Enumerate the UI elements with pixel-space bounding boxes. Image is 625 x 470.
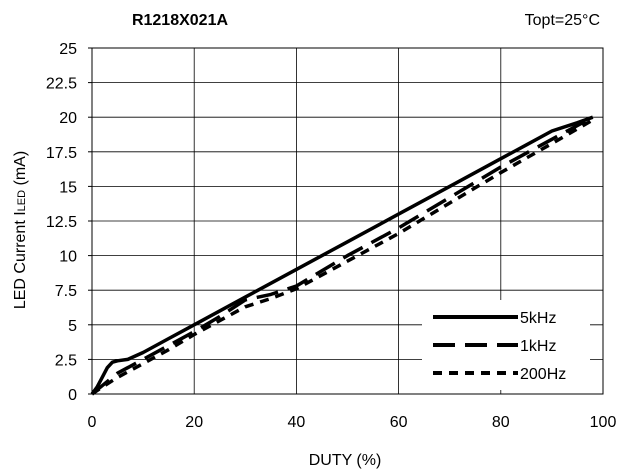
x-tick-label: 100 (590, 414, 617, 431)
y-tick-label: 25 (59, 41, 77, 58)
plot-area-frame (91, 47, 604, 395)
x-tick-labels: 0 20 40 60 80 100 (88, 414, 617, 431)
series-layer (90, 115, 594, 396)
series-line-5khz (90, 115, 594, 396)
y-tick-label: 22.5 (46, 76, 77, 93)
x-tick-label: 60 (390, 414, 408, 431)
x-tick-label: 20 (185, 414, 203, 431)
temperature-annotation: Topt=25°C (525, 12, 600, 29)
y-axis-label-unit: (mA) (12, 151, 29, 190)
y-tick-label: 10 (59, 249, 77, 266)
y-tick-label: 0 (68, 387, 77, 404)
y-axis-label: LED Current ILED (mA) (12, 151, 29, 309)
series-line-200hz (91, 118, 594, 396)
x-tick-label: 40 (288, 414, 306, 431)
legend-label-5khz: 5kHz (520, 310, 556, 327)
x-tick-label: 80 (492, 414, 510, 431)
series-line-1khz (90, 115, 594, 396)
y-tick-label: 17.5 (46, 145, 77, 162)
legend-label-200hz: 200Hz (520, 366, 566, 383)
chart-title: R1218X021A (132, 12, 229, 29)
y-tick-label: 20 (59, 110, 77, 127)
x-tick-label: 0 (88, 414, 97, 431)
y-tick-labels: 0 2.5 5 7.5 10 12.5 15 17.5 20 22.5 25 (46, 41, 77, 404)
legend-label-1khz: 1kHz (520, 338, 556, 355)
y-tick-label: 12.5 (46, 214, 77, 231)
y-tick-label: 7.5 (55, 283, 77, 300)
y-axis-label-subscript: LED (16, 190, 28, 211)
y-tick-label: 5 (68, 318, 77, 335)
y-tick-label: 15 (59, 179, 77, 196)
x-axis-label: DUTY (%) (309, 452, 382, 469)
legend: 5kHz 1kHz 200Hz (422, 300, 590, 390)
y-tick-label: 2.5 (55, 352, 77, 369)
y-axis-label-main: LED Current I (12, 211, 29, 309)
